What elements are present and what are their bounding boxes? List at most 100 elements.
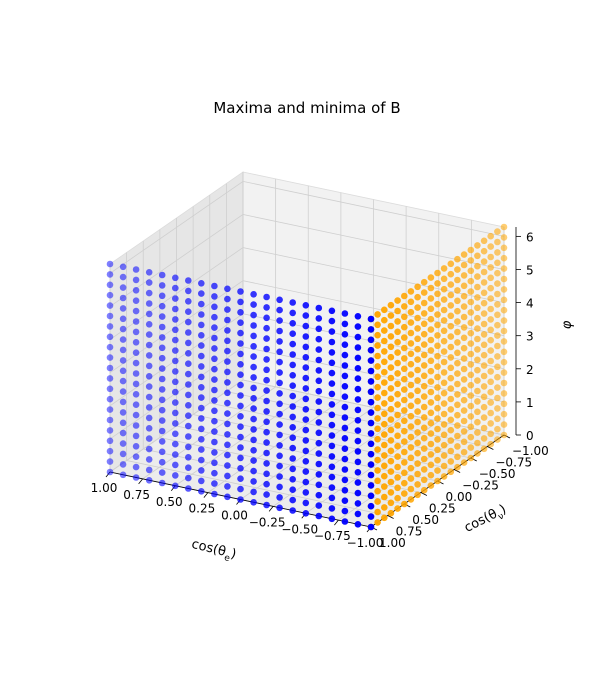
- data-point-orange: [401, 386, 408, 393]
- data-point-blue: [185, 318, 192, 326]
- data-point-blue: [289, 351, 297, 358]
- data-point-blue: [341, 424, 349, 432]
- data-point-orange: [401, 323, 408, 331]
- data-point-orange: [460, 407, 468, 414]
- data-point-orange: [467, 392, 475, 399]
- data-point-blue: [211, 313, 218, 321]
- data-point-blue: [237, 413, 244, 420]
- data-point-blue: [224, 462, 231, 469]
- data-point-orange: [381, 462, 388, 470]
- data-point-blue: [145, 456, 153, 463]
- y-tick-label: 0.00: [446, 490, 473, 504]
- data-point-blue: [263, 439, 270, 446]
- data-point-orange: [387, 478, 395, 486]
- data-point-orange: [394, 484, 401, 492]
- data-point-orange: [447, 291, 455, 299]
- data-point-orange: [374, 415, 381, 422]
- x-tick-label: 1.00: [91, 481, 118, 495]
- data-point-blue: [198, 373, 205, 381]
- data-point-blue: [185, 422, 192, 430]
- data-point-blue: [237, 361, 244, 368]
- data-point-blue: [263, 501, 270, 509]
- data-point-orange: [381, 431, 388, 438]
- data-point-orange: [454, 453, 461, 461]
- data-point-blue: [158, 323, 166, 331]
- data-point-blue: [315, 335, 323, 343]
- data-point-blue: [367, 461, 375, 468]
- data-point-orange: [467, 319, 475, 327]
- data-point-blue: [106, 343, 114, 351]
- data-point-orange: [494, 353, 501, 360]
- data-point-blue: [250, 384, 257, 392]
- data-point-orange: [460, 355, 468, 362]
- data-point-orange: [427, 284, 435, 292]
- data-point-orange: [414, 460, 421, 467]
- data-point-blue: [276, 338, 283, 345]
- data-point-orange: [374, 373, 381, 381]
- data-point-orange: [394, 463, 401, 471]
- data-point-orange: [434, 290, 441, 298]
- data-point-blue: [354, 323, 362, 330]
- data-point-blue: [302, 489, 310, 496]
- data-point-orange: [440, 441, 448, 449]
- data-point-orange: [467, 340, 475, 347]
- data-point-orange: [387, 468, 395, 475]
- data-point-orange: [407, 402, 415, 410]
- data-point-blue: [198, 311, 205, 318]
- data-point-blue: [106, 437, 114, 445]
- data-point-blue: [224, 337, 231, 345]
- y-tick-label: −0.75: [495, 456, 532, 470]
- x-tick: [138, 478, 143, 485]
- data-point-orange: [381, 514, 388, 522]
- data-point-blue: [119, 440, 127, 447]
- data-point-blue: [211, 386, 218, 394]
- data-point-orange: [387, 437, 395, 444]
- x-tick-label: −1.00: [347, 536, 384, 550]
- data-point-blue: [250, 436, 257, 444]
- x-tick: [203, 492, 209, 498]
- data-point-blue: [302, 343, 310, 351]
- data-point-blue: [132, 422, 140, 429]
- z-tick-label: 6: [526, 230, 534, 244]
- data-point-orange: [460, 386, 468, 394]
- data-point-orange: [387, 457, 395, 465]
- data-point-orange: [474, 377, 481, 384]
- data-point-blue: [289, 455, 297, 462]
- data-point-orange: [500, 317, 508, 324]
- data-point-blue: [328, 328, 336, 335]
- data-point-blue: [302, 406, 310, 413]
- data-point-blue: [158, 479, 166, 487]
- data-point-orange: [480, 435, 488, 442]
- data-point-blue: [289, 424, 297, 431]
- data-point-orange: [414, 470, 421, 478]
- data-point-blue: [145, 331, 153, 338]
- data-point-blue: [341, 445, 349, 453]
- data-point-blue: [250, 457, 257, 464]
- data-point-orange: [414, 356, 421, 363]
- data-point-blue: [302, 416, 310, 423]
- x-tick-label: −0.25: [249, 515, 286, 529]
- data-point-blue: [289, 507, 297, 514]
- data-point-orange: [420, 486, 428, 494]
- data-point-orange: [454, 422, 461, 429]
- data-point-orange: [460, 272, 468, 279]
- data-point-blue: [224, 420, 231, 428]
- data-point-orange: [434, 436, 441, 443]
- data-point-blue: [145, 425, 153, 432]
- data-point-orange: [427, 388, 435, 396]
- data-point-orange: [474, 335, 481, 343]
- data-point-blue: [302, 395, 310, 403]
- data-point-blue: [106, 260, 114, 268]
- data-point-orange: [394, 338, 401, 346]
- data-point-orange: [414, 408, 421, 415]
- y-tick: [420, 492, 428, 496]
- data-point-orange: [480, 372, 488, 380]
- data-point-blue: [198, 321, 205, 329]
- x-tick-label: −0.75: [314, 529, 351, 543]
- data-point-orange: [454, 328, 461, 336]
- data-point-blue: [367, 357, 375, 364]
- data-point-blue: [250, 311, 257, 319]
- data-point-orange: [401, 334, 408, 341]
- data-point-blue: [276, 296, 283, 304]
- data-point-blue: [341, 383, 349, 390]
